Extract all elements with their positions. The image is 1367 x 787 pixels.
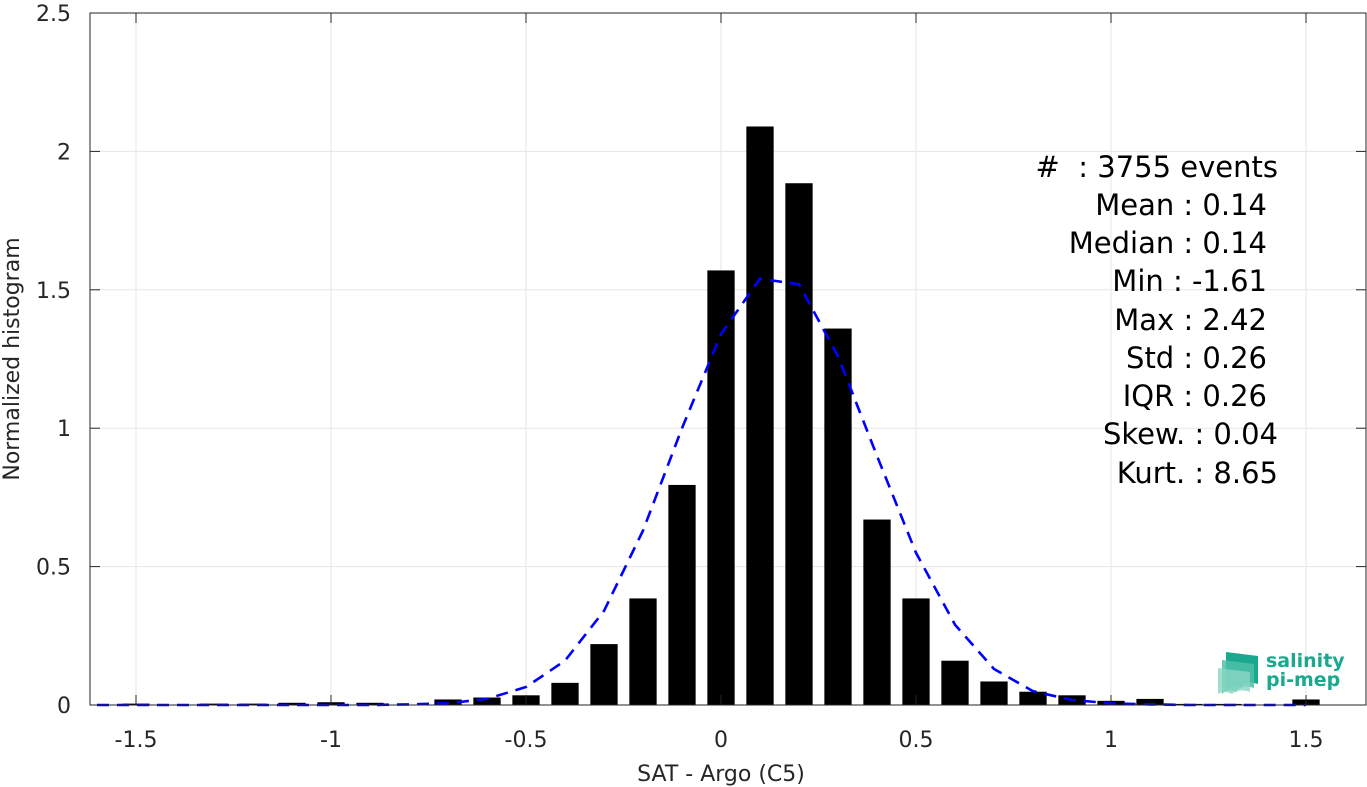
- histogram-bar: [824, 328, 852, 705]
- histogram-bar: [590, 644, 618, 705]
- x-tick-label: 0.5: [899, 728, 934, 753]
- logo-text-pimep: pi-mep: [1266, 669, 1340, 691]
- x-tick-label: -0.5: [505, 728, 548, 753]
- stat-std: Std : 0.26: [1126, 341, 1267, 375]
- statistics-box: # : 3755 events Mean : 0.14 Median : 0.1…: [1036, 150, 1278, 490]
- histogram-bar: [941, 660, 969, 705]
- histogram-bar: [278, 702, 306, 705]
- x-tick-label: 1.5: [1289, 728, 1324, 753]
- histogram-bar: [863, 519, 891, 705]
- histogram-bar: [1019, 691, 1047, 705]
- x-tick-labels: -1.5 -1 -0.5 0 0.5 1 1.5: [115, 728, 1324, 753]
- wave-logo-icon: [1218, 652, 1258, 694]
- histogram-bar: [473, 697, 501, 705]
- y-tick-label: 2: [57, 140, 71, 165]
- y-tick-label: 0: [57, 694, 71, 719]
- y-tick-label: 1.5: [36, 279, 71, 304]
- histogram-bar: [746, 126, 774, 706]
- stat-iqr: IQR : 0.26: [1123, 379, 1267, 413]
- histogram-bar: [668, 484, 696, 705]
- stat-events: # : 3755 events: [1036, 150, 1278, 184]
- x-axis-label: SAT - Argo (C5): [637, 762, 805, 787]
- histogram-bar: [200, 703, 228, 705]
- histogram-bar: [356, 702, 384, 705]
- x-tick-label: 1: [1104, 728, 1118, 753]
- axes-box: [89, 12, 1367, 706]
- histogram-bar: [707, 270, 735, 705]
- histogram-bar: [239, 703, 267, 705]
- y-tick-labels: 0 0.5 1 1.5 2 2.5: [36, 2, 71, 719]
- y-tick-label: 1: [57, 417, 71, 442]
- stat-max: Max : 2.42: [1114, 303, 1267, 337]
- x-tick-label: -1.5: [115, 728, 158, 753]
- stat-kurt: Kurt. : 8.65: [1117, 456, 1278, 490]
- y-tick-label: 0.5: [36, 556, 71, 581]
- histogram-bar: [551, 682, 579, 705]
- stat-min: Min : -1.61: [1112, 264, 1267, 298]
- histogram-bar: [902, 598, 930, 705]
- salinity-pimep-logo: salinity pi-mep: [1218, 650, 1345, 694]
- stat-skew: Skew. : 0.04: [1103, 417, 1278, 451]
- axes: [89, 12, 1367, 706]
- y-tick-label: 2.5: [36, 2, 71, 27]
- histogram-bar: [980, 681, 1008, 705]
- histogram-bars: [122, 126, 1320, 706]
- stat-median: Median : 0.14: [1069, 226, 1267, 260]
- histogram-bar: [785, 183, 813, 705]
- y-axis-label: Normalized histogram: [0, 237, 25, 480]
- histogram-bar: [629, 598, 657, 705]
- logo-text-salinity: salinity: [1266, 650, 1345, 672]
- x-tick-label: -1: [320, 728, 342, 753]
- histogram-bar: [1136, 698, 1164, 705]
- x-tick-label: 0: [714, 728, 728, 753]
- stat-mean: Mean : 0.14: [1095, 188, 1267, 222]
